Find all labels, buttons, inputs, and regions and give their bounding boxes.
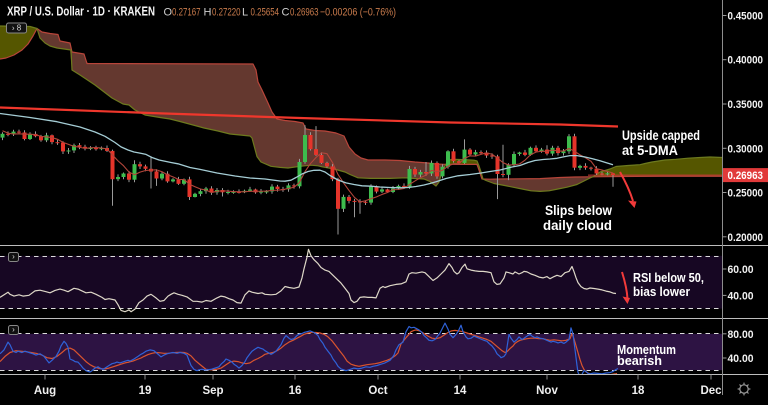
svg-text:Nov: Nov	[536, 385, 558, 397]
svg-text:L: L	[242, 7, 248, 19]
svg-text:O: O	[164, 7, 173, 19]
svg-text:0.27167: 0.27167	[172, 7, 201, 19]
svg-text:XRP / U.S. Dollar · 1D · KRAKE: XRP / U.S. Dollar · 1D · KRAKEN	[7, 5, 155, 19]
svg-text:80.00: 80.00	[728, 329, 754, 341]
svg-text:at 5-DMA: at 5-DMA	[622, 143, 678, 158]
svg-text:16: 16	[289, 385, 302, 397]
svg-text:Sep: Sep	[202, 385, 223, 397]
svg-text:Oct: Oct	[368, 385, 387, 397]
svg-text:40.00: 40.00	[728, 290, 754, 302]
svg-text:−0.00206 (−0.76%): −0.00206 (−0.76%)	[320, 7, 396, 19]
svg-text:Dec: Dec	[700, 385, 722, 397]
svg-text:19: 19	[139, 385, 152, 397]
svg-text:40.00: 40.00	[728, 353, 754, 365]
svg-text:0.20000: 0.20000	[728, 232, 764, 244]
svg-text:18: 18	[632, 385, 645, 397]
svg-text:bias lower: bias lower	[633, 284, 690, 299]
svg-text:daily cloud: daily cloud	[543, 218, 612, 233]
svg-text:60.00: 60.00	[728, 264, 754, 276]
svg-text:14: 14	[454, 385, 467, 397]
svg-text:0.30000: 0.30000	[728, 143, 764, 155]
svg-text:› 8: › 8	[12, 24, 22, 33]
svg-text:Slips below: Slips below	[545, 203, 612, 218]
svg-text:›: ›	[12, 325, 15, 334]
svg-text:0.35000: 0.35000	[728, 99, 764, 111]
svg-text:0.25654: 0.25654	[251, 7, 280, 19]
svg-text:H: H	[204, 7, 212, 19]
svg-text:Upside capped: Upside capped	[622, 128, 700, 143]
svg-text:C: C	[282, 7, 290, 19]
svg-text:Momentum: Momentum	[617, 342, 676, 357]
svg-text:bearish: bearish	[617, 353, 662, 368]
svg-text:0.40000: 0.40000	[728, 55, 764, 67]
svg-text:›: ›	[12, 252, 15, 261]
svg-text:0.27220: 0.27220	[212, 7, 241, 19]
svg-text:0.25000: 0.25000	[728, 188, 764, 200]
svg-text:0.45000: 0.45000	[728, 11, 764, 23]
svg-text:0.26963: 0.26963	[728, 170, 764, 182]
svg-text:0.26963: 0.26963	[290, 7, 319, 19]
svg-text:RSI below 50,: RSI below 50,	[633, 270, 704, 285]
svg-text:Aug: Aug	[34, 385, 56, 397]
